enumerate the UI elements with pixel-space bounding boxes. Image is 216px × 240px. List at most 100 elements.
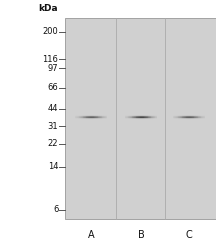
Bar	[135, 116, 136, 117]
Bar	[93, 120, 94, 121]
Bar	[138, 120, 139, 121]
Bar	[125, 117, 126, 118]
Bar	[143, 119, 144, 120]
Bar	[139, 118, 140, 119]
Bar	[185, 117, 186, 118]
Bar	[90, 118, 91, 119]
Bar	[177, 114, 178, 115]
Bar	[190, 120, 191, 121]
Bar	[140, 114, 141, 115]
Bar	[84, 120, 85, 121]
Bar	[190, 119, 191, 120]
Bar	[143, 114, 144, 115]
Bar	[98, 120, 99, 121]
Bar	[188, 115, 189, 116]
Bar	[187, 118, 188, 119]
Bar	[93, 117, 94, 118]
Bar	[132, 116, 133, 117]
Text: 116: 116	[43, 55, 58, 64]
Bar	[196, 119, 197, 120]
Bar	[149, 114, 150, 115]
Bar	[126, 114, 127, 115]
Bar	[154, 118, 155, 119]
Bar	[106, 120, 107, 121]
Bar	[89, 119, 90, 120]
Bar	[131, 119, 132, 120]
Bar	[204, 115, 205, 116]
Bar	[84, 118, 85, 119]
Bar	[103, 114, 104, 115]
Bar	[154, 119, 155, 120]
Bar	[191, 120, 192, 121]
Bar	[181, 118, 182, 119]
Bar	[200, 120, 201, 121]
Bar	[139, 114, 140, 115]
Bar	[176, 119, 177, 120]
Bar	[84, 115, 85, 116]
Bar	[194, 119, 195, 120]
Bar	[182, 117, 183, 118]
Bar	[132, 119, 133, 120]
Bar	[189, 118, 190, 119]
Bar	[75, 119, 76, 120]
Bar	[198, 117, 199, 118]
Bar	[190, 118, 191, 119]
Bar	[154, 115, 155, 116]
Bar	[125, 116, 126, 117]
Bar	[146, 120, 147, 121]
Bar	[151, 119, 152, 120]
Bar	[201, 118, 202, 119]
Bar	[135, 120, 136, 121]
Bar	[82, 119, 83, 120]
Bar	[187, 119, 188, 120]
Bar	[188, 116, 189, 117]
Bar	[130, 114, 131, 115]
Bar	[77, 118, 78, 119]
Bar	[190, 116, 191, 117]
Bar	[75, 114, 76, 115]
Bar	[141, 114, 142, 115]
Bar	[97, 120, 98, 121]
Bar	[88, 119, 89, 120]
Bar	[174, 117, 175, 118]
Bar	[128, 118, 129, 119]
Bar	[83, 118, 84, 119]
Bar	[90, 114, 91, 115]
Bar	[150, 115, 151, 116]
Bar	[139, 119, 140, 120]
Bar	[105, 118, 106, 119]
Bar	[89, 116, 90, 117]
Bar	[132, 115, 133, 116]
Bar	[155, 118, 156, 119]
Bar	[102, 114, 103, 115]
Bar	[200, 119, 201, 120]
Bar	[201, 120, 202, 121]
Bar	[131, 115, 132, 116]
Bar	[82, 114, 83, 115]
Bar	[94, 114, 95, 115]
Bar	[128, 114, 129, 115]
Bar	[181, 117, 182, 118]
Bar	[130, 117, 131, 118]
Bar	[173, 117, 174, 118]
Bar	[131, 117, 132, 118]
Bar	[193, 118, 194, 119]
Bar	[152, 118, 153, 119]
Bar	[88, 117, 89, 118]
Bar	[187, 120, 188, 121]
Bar	[79, 118, 80, 119]
Bar	[126, 116, 127, 117]
Bar	[137, 115, 138, 116]
Bar	[151, 116, 152, 117]
Bar	[150, 118, 151, 119]
Bar	[82, 115, 83, 116]
Bar	[153, 114, 154, 115]
Bar	[201, 117, 202, 118]
Bar	[173, 116, 174, 117]
Bar	[147, 116, 148, 117]
Bar	[131, 116, 132, 117]
Bar	[129, 118, 130, 119]
Bar	[80, 120, 81, 121]
Bar	[141, 115, 142, 116]
Bar	[194, 116, 195, 117]
